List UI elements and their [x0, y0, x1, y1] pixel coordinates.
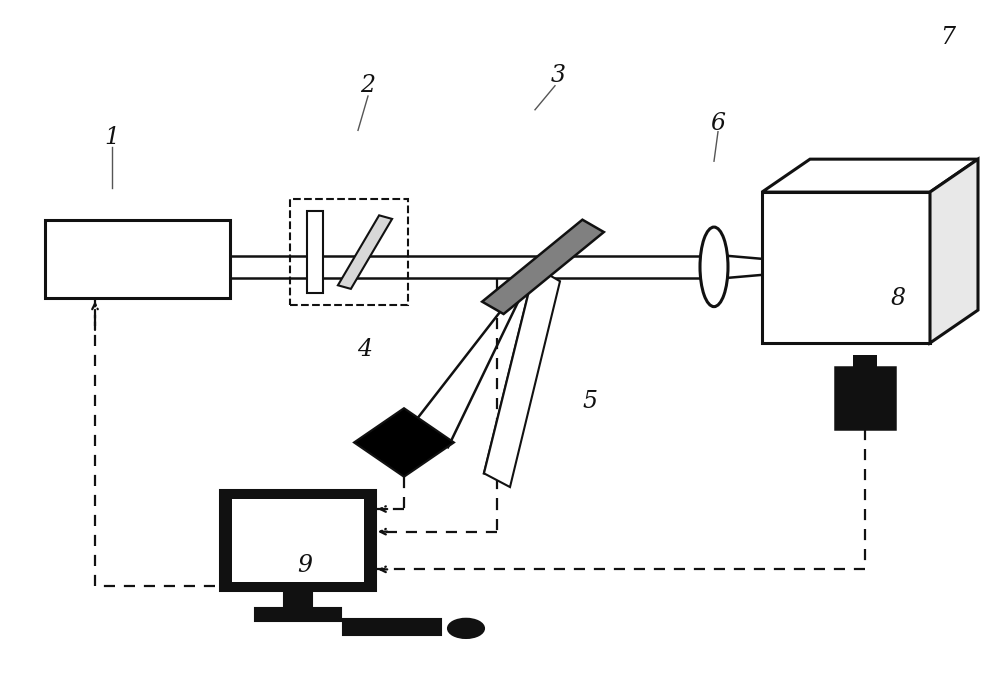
- Polygon shape: [307, 211, 323, 294]
- Polygon shape: [930, 159, 978, 343]
- Bar: [835, 367, 895, 429]
- Text: 3: 3: [550, 64, 566, 87]
- Bar: [284, 584, 312, 615]
- Text: 5: 5: [582, 390, 598, 413]
- Text: 9: 9: [298, 554, 312, 578]
- Text: 1: 1: [104, 126, 120, 149]
- Bar: [762, 192, 930, 343]
- Bar: [853, 355, 877, 367]
- Polygon shape: [354, 408, 454, 477]
- Polygon shape: [338, 215, 392, 289]
- Polygon shape: [482, 220, 604, 314]
- Text: 7: 7: [940, 26, 956, 49]
- Polygon shape: [762, 159, 978, 192]
- Bar: [290, 199, 408, 305]
- Bar: [45, 220, 230, 298]
- Polygon shape: [484, 267, 560, 487]
- Ellipse shape: [448, 619, 484, 638]
- Ellipse shape: [700, 227, 728, 307]
- Text: 2: 2: [360, 74, 376, 97]
- Text: 4: 4: [358, 338, 372, 362]
- Text: 6: 6: [710, 112, 726, 135]
- Bar: [232, 499, 364, 582]
- Bar: [343, 619, 441, 635]
- Bar: [220, 490, 375, 590]
- Bar: [255, 608, 341, 621]
- Text: 8: 8: [891, 287, 906, 310]
